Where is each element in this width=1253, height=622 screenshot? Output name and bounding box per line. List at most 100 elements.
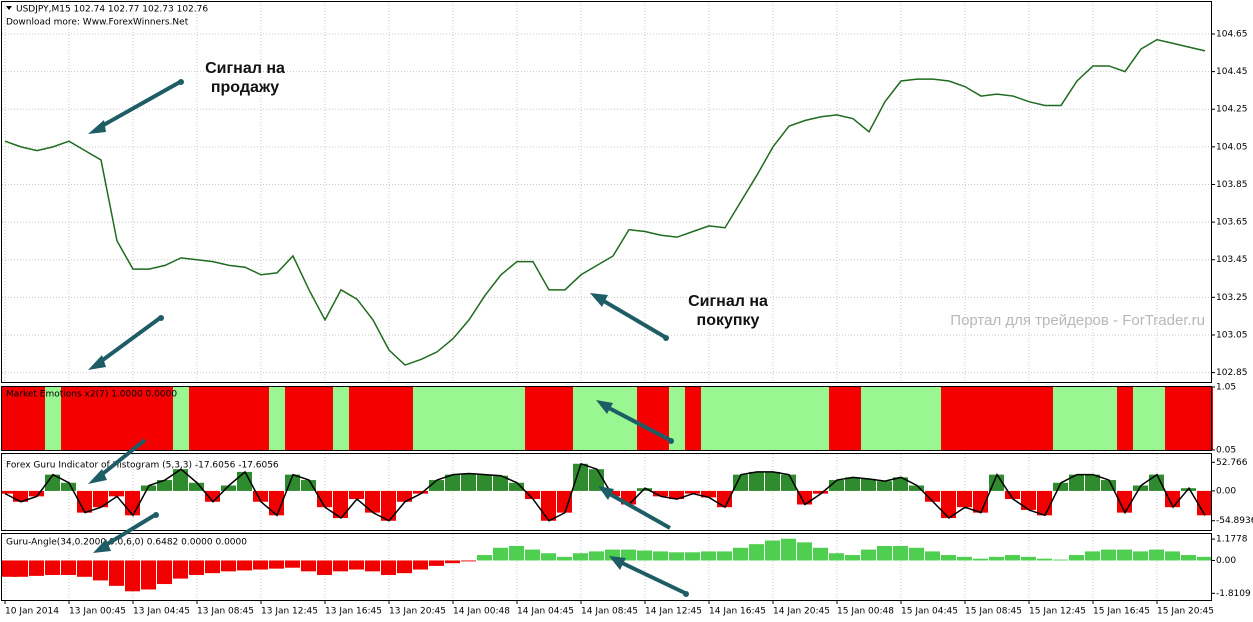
state-bar — [77, 387, 93, 450]
state-bar — [973, 387, 989, 450]
histogram-bar — [797, 490, 812, 505]
arrow-tail — [683, 591, 689, 597]
histogram-bar — [829, 480, 844, 491]
histogram-bar — [1133, 485, 1148, 491]
histogram-bar — [733, 547, 748, 561]
x-tick-label: 15 Jan 12:45 — [1029, 607, 1086, 617]
x-tick-label: 15 Jan 04:45 — [901, 607, 958, 617]
histogram-bar — [957, 490, 972, 508]
histogram-bar — [1133, 551, 1148, 561]
histogram-bar — [989, 556, 1004, 561]
histogram-bar — [2, 490, 17, 494]
histogram-bar — [781, 474, 796, 491]
state-bar — [477, 387, 493, 450]
histogram-bar — [13, 490, 28, 502]
state-bar — [1133, 387, 1149, 450]
arrow-tail — [178, 79, 184, 85]
histogram-bar — [189, 482, 204, 491]
panel-title: Guru-Angle(34,0.2000,0.0,6,0) 0.6482 0.0… — [6, 538, 247, 548]
histogram-bar — [861, 478, 876, 491]
state-bar — [1053, 387, 1069, 450]
y-tick-label: -1.8109 — [1216, 589, 1251, 599]
state-bar — [349, 387, 365, 450]
state-bar — [909, 387, 925, 450]
histogram-bar — [413, 560, 428, 570]
arrow-tail — [668, 438, 674, 444]
state-bar — [605, 387, 621, 450]
state-bar — [493, 387, 509, 450]
state-bar — [125, 387, 141, 450]
histogram-bar — [525, 490, 540, 500]
histogram-bar — [941, 555, 956, 561]
histogram-bar — [269, 560, 284, 569]
arrow-head — [88, 469, 107, 484]
x-tick-label: 13 Jan 16:45 — [325, 607, 382, 617]
state-bar — [285, 387, 301, 450]
histogram-bar — [221, 560, 236, 572]
panel-title: Forex Guru Indicator of Histogram (5,3,3… — [6, 461, 279, 471]
histogram-bar — [109, 490, 124, 497]
histogram-bar — [973, 558, 988, 561]
histogram-bar — [797, 542, 812, 561]
histogram-bar — [653, 490, 668, 497]
histogram-bar — [13, 560, 28, 577]
arrow-tail — [158, 315, 164, 321]
histogram-bar — [717, 490, 732, 508]
histogram-bar — [1005, 555, 1020, 561]
state-bar — [989, 387, 1005, 450]
state-bar — [509, 387, 525, 450]
state-bar — [429, 387, 445, 450]
histogram-bar — [349, 490, 364, 500]
arrow-head — [88, 120, 106, 134]
arrow-head — [596, 400, 613, 414]
histogram-bar — [685, 552, 700, 561]
histogram-bar — [541, 553, 556, 561]
y-tick-label: 104.25 — [1216, 105, 1248, 115]
histogram-bar — [45, 474, 60, 491]
histogram-outline — [4, 462, 1206, 522]
histogram-bar — [669, 490, 684, 500]
state-bar — [221, 387, 237, 450]
state-bar — [925, 387, 941, 450]
histogram-bar — [205, 560, 220, 574]
histogram-bar — [765, 471, 780, 491]
histogram-bar — [173, 469, 188, 491]
histogram-bar — [381, 490, 396, 521]
state-bar — [1165, 387, 1181, 450]
histogram-bar — [733, 474, 748, 491]
histogram-bar — [973, 490, 988, 513]
histogram-bar — [557, 556, 572, 561]
histogram-bar — [509, 482, 524, 491]
state-bar — [717, 387, 733, 450]
histogram-bar — [749, 544, 764, 561]
histogram-bar — [429, 480, 444, 491]
watermark: Портал для трейдеров - ForTrader.ru — [950, 312, 1205, 329]
state-bar — [1181, 387, 1197, 450]
histogram-bar — [317, 560, 332, 575]
y-tick-label: 0.05 — [1216, 446, 1236, 456]
state-bar — [61, 387, 77, 450]
histogram-bar — [765, 540, 780, 561]
histogram-bar — [1149, 474, 1164, 491]
emotions-frame — [1, 386, 1212, 451]
x-tick-label: 14 Jan 04:45 — [517, 607, 574, 617]
x-tick-label: 14 Jan 16:45 — [709, 607, 766, 617]
histogram-bar — [1085, 551, 1100, 561]
state-bar — [269, 387, 285, 450]
arrows — [88, 79, 689, 597]
histogram-bar — [893, 477, 908, 491]
histogram-bar — [221, 485, 236, 491]
histogram-bar — [781, 538, 796, 561]
histogram-bar — [717, 551, 732, 561]
chart-title: USDJPY,M15 102.74 102.77 102.73 102.76 — [16, 5, 208, 15]
arrow — [98, 316, 162, 364]
plots — [2, 2, 1213, 600]
x-tick-label: 10 Jan 2014 — [5, 607, 59, 617]
chart-subtitle: Download more: Www.ForexWinners.Net — [6, 18, 189, 28]
histogram-bar — [93, 560, 108, 581]
x-tick-label: 13 Jan 00:45 — [69, 607, 126, 617]
state-bar — [701, 387, 717, 450]
histogram-bar — [381, 560, 396, 575]
histogram-bar — [397, 560, 412, 574]
